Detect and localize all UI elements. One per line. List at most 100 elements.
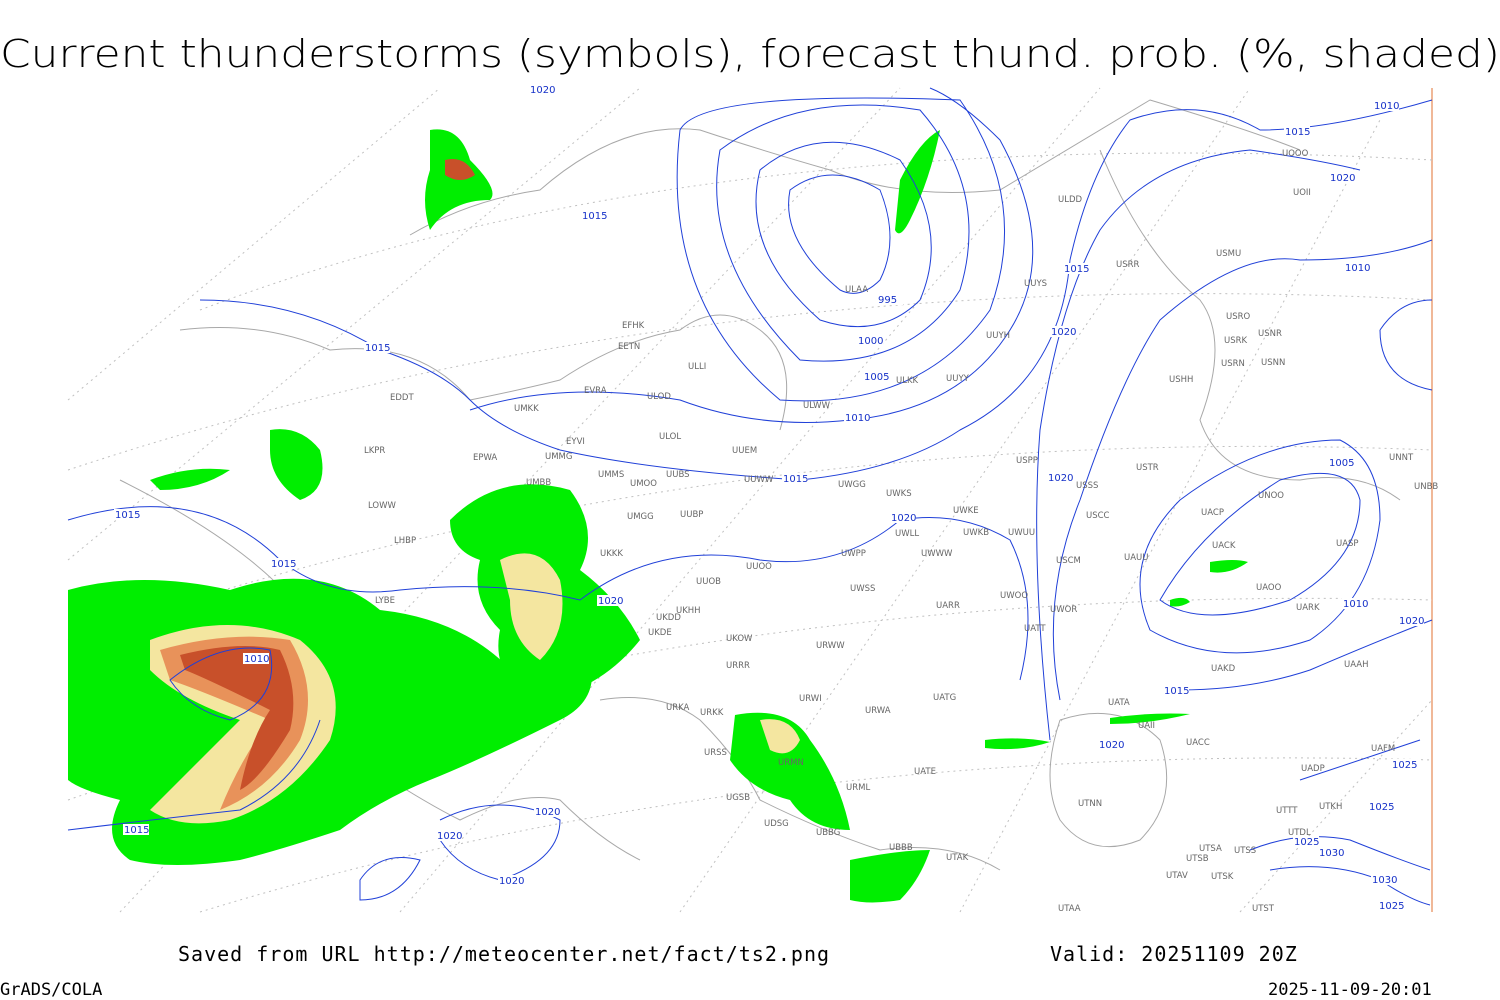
station-label: UUBP: [680, 510, 703, 520]
isobar-label: 1010: [1374, 101, 1399, 112]
station-label: USNN: [1261, 358, 1285, 368]
shade-30: [760, 719, 800, 754]
station-label: EYVI: [566, 437, 585, 447]
isobar-label-bg: [436, 830, 462, 841]
isobar-label: 1025: [1369, 802, 1394, 813]
station-label: USHH: [1169, 375, 1193, 385]
shade-10: [850, 850, 930, 903]
isobar-label-bg: [1344, 262, 1370, 273]
station-label: UTTT: [1276, 806, 1298, 816]
station-label: UGSB: [726, 793, 750, 803]
station-label: USRK: [1224, 336, 1248, 346]
station-label: UTSB: [1186, 854, 1209, 864]
shade-10: [730, 712, 850, 830]
isobar-label-bg: [534, 806, 560, 817]
station-label: LYBE: [375, 596, 395, 606]
isobar-label: 1015: [1164, 686, 1189, 697]
isobar-label-bg: [782, 473, 808, 484]
station-label: UWUU: [1008, 528, 1035, 538]
station-label: USCC: [1086, 511, 1110, 521]
station-label: UUOB: [696, 577, 721, 587]
isobar-label: 1020: [530, 85, 555, 96]
station-label: UTAV: [1166, 871, 1188, 881]
isobar-label: 1020: [1099, 740, 1124, 751]
station-label: UMMS: [598, 470, 624, 480]
coast-baltic: [179, 314, 788, 431]
isobar-label-bg: [597, 595, 623, 606]
shade-10: [150, 429, 323, 500]
isobar-label-bg: [498, 875, 524, 886]
isobar-label-bg: [1284, 126, 1310, 137]
shade-70: [180, 646, 294, 790]
station-label: UWOR: [1050, 605, 1077, 615]
isobar: [199, 99, 1433, 481]
isobar-label-bg: [1398, 615, 1424, 626]
station-label: UAKD: [1211, 664, 1236, 674]
station-label: EPWA: [473, 453, 497, 463]
valid-time: Valid: 20251109 20Z: [1050, 942, 1298, 966]
station-label: UAFM: [1371, 744, 1395, 754]
station-label: UUYY: [946, 374, 970, 384]
station-label: USRR: [1116, 260, 1140, 270]
station-label: UATG: [933, 693, 956, 703]
station-label: UACC: [1186, 738, 1210, 748]
station-label: UUOO: [746, 562, 772, 572]
station-label: USPP: [1016, 456, 1038, 466]
isobar-label-bg: [1371, 874, 1397, 885]
shade-10: [1170, 560, 1248, 607]
isobar-label-bg: [529, 84, 555, 95]
station-label: UTKH: [1319, 802, 1342, 812]
station-label: UKHH: [676, 606, 701, 616]
station-label: UAII: [1138, 721, 1155, 731]
station-label: UUBS: [666, 470, 690, 480]
station-label: UUWW: [744, 475, 774, 485]
isobar-label-bg: [877, 294, 903, 305]
station-label: UATA: [1108, 698, 1130, 708]
station-label: UATE: [914, 767, 936, 777]
isobar-label-bg: [1063, 263, 1089, 274]
isobar-label: 1020: [598, 596, 623, 607]
station-label: UAUU: [1124, 553, 1148, 563]
isobar-label: 1025: [1294, 837, 1319, 848]
isobar-label-bg: [1373, 100, 1399, 111]
station-label: UADP: [1301, 764, 1325, 774]
isobar-label-bg: [270, 558, 296, 569]
station-label: UTSA: [1199, 844, 1222, 854]
station-label: ULKK: [896, 376, 919, 386]
isobar-label: 1020: [1399, 616, 1424, 627]
coast-black-sea: [599, 697, 1001, 871]
isobar-label-bg: [1368, 801, 1394, 812]
station-label: URML: [846, 783, 870, 793]
isobar-label-bg: [1378, 900, 1404, 911]
station-label: UWLL: [895, 529, 919, 539]
isobar-label: 1015: [783, 474, 808, 485]
station-label: UKOW: [726, 634, 753, 644]
isobar-label-bg: [844, 412, 870, 423]
isobar-label-bg: [1098, 739, 1124, 750]
station-label: UNNT: [1389, 453, 1414, 463]
isobar-label: 1030: [1319, 848, 1344, 859]
shade-30: [500, 553, 563, 660]
source-url: Saved from URL http://meteocenter.net/fa…: [178, 942, 830, 966]
station-label: UKDD: [656, 613, 681, 623]
station-label: UMBB: [526, 478, 551, 488]
isobar-label-bg: [1318, 847, 1344, 858]
station-label: URRR: [726, 661, 750, 671]
station-label: UTSS: [1234, 846, 1256, 856]
map-area: 1020 1015 1015 995 1000 1005 1010 1015 1015 1020 1…: [67, 84, 1438, 914]
isobar-label: 1015: [1064, 264, 1089, 275]
isobar-label-bg: [1391, 759, 1417, 770]
isobar-label-bg: [364, 342, 390, 353]
isobar-label: 1010: [1343, 599, 1368, 610]
station-label: EVRA: [584, 386, 607, 396]
station-label: URWI: [799, 694, 822, 704]
station-label: UMKK: [514, 404, 539, 414]
station-label: UKDE: [648, 628, 672, 638]
isobar-label: 1025: [1392, 760, 1417, 771]
isobar-label-bg: [1293, 836, 1319, 847]
station-label: ULAA: [845, 285, 868, 295]
station-label: UUEM: [732, 446, 757, 456]
station-label: UACK: [1212, 541, 1236, 551]
